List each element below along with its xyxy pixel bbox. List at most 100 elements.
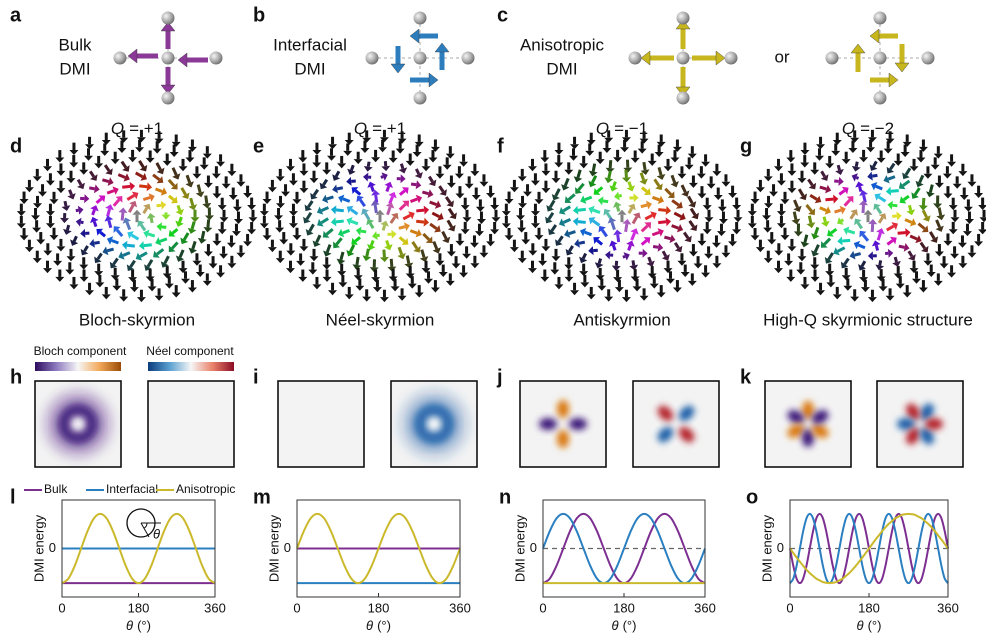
spin-arrow-head (501, 223, 511, 229)
spin-arrow-head (704, 253, 714, 259)
spin-arrow-shaft (840, 218, 845, 223)
spin-arrow-head (588, 180, 597, 188)
map-lobe (906, 403, 920, 421)
x-tick-label: 180 (613, 600, 635, 615)
spin-arrow-head (110, 275, 120, 281)
spin-arrow-head (89, 238, 95, 248)
spin-arrow-shaft (627, 244, 632, 251)
spin-arrow-head (79, 169, 89, 175)
spin-arrow-head (883, 174, 890, 184)
spin-arrow-head (337, 228, 345, 238)
spin-arrow-shaft (365, 248, 370, 257)
spin-arrow-head (923, 173, 933, 179)
spin-arrow-head (878, 213, 887, 220)
spin-arrow-shaft (342, 229, 351, 235)
spin-arrow-head (175, 255, 185, 262)
spin-arrow-head (36, 239, 46, 245)
spin-arrow-shaft (363, 212, 371, 221)
spin-arrow-head (594, 262, 604, 269)
atom (413, 11, 427, 25)
spin-arrow-shaft (567, 193, 576, 201)
spin-arrow-head (630, 157, 640, 163)
spin-arrow-shaft (130, 233, 140, 241)
spin-arrow-head (630, 228, 639, 235)
spin-arrow-shaft (630, 232, 636, 241)
spin-arrow-head (470, 263, 480, 269)
spin-arrow-shaft (68, 189, 73, 196)
spin-arrow-head (820, 241, 828, 248)
spin-arrow-head (197, 237, 207, 244)
spin-arrow-head (298, 276, 308, 282)
spin-arrow-head (216, 161, 226, 167)
spin-arrow-shaft (557, 235, 564, 243)
spin-arrow-head (774, 166, 784, 172)
spin-arrow-shaft (307, 200, 314, 208)
spin-arrow-shaft (836, 164, 841, 171)
spin-arrow-head (344, 140, 354, 146)
data-line (61, 512, 216, 585)
spin-arrow-head (926, 271, 936, 277)
spin-arrow-head (155, 237, 162, 246)
spin-arrow-head (375, 209, 385, 215)
spin-arrow-head (490, 229, 500, 235)
spin-arrow-shaft (897, 231, 906, 235)
spin-arrow-head (419, 256, 429, 263)
spin-arrow-shaft (627, 181, 633, 188)
spin-arrow-head (839, 205, 846, 215)
spin-arrow-head (80, 248, 89, 256)
spin-arrow-head (337, 163, 347, 169)
spin-arrow-shaft (386, 206, 392, 216)
spin-arrow-shaft (578, 240, 586, 245)
spin-arrow-head (866, 147, 876, 153)
dmi-arrow-head (177, 52, 188, 68)
spin-arrow-head (308, 269, 318, 275)
spin-arrow-shaft (139, 251, 148, 258)
spin-arrow-head (371, 189, 381, 196)
spin-arrow-head (337, 271, 347, 277)
spin-arrow-head (288, 211, 298, 217)
map-lobe (811, 410, 829, 424)
spin-arrow-shaft (928, 231, 936, 240)
spin-arrow-head (455, 193, 465, 199)
panel-label: Anisotropic (520, 35, 605, 54)
spin-arrow-head (398, 167, 408, 174)
spin-arrow-shaft (640, 186, 648, 193)
spin-arrow-head (175, 208, 185, 216)
spin-arrow-head (395, 148, 405, 154)
spin-arrow-head (579, 227, 587, 237)
spin-arrow-shaft (138, 159, 145, 169)
spin-arrow-shaft (608, 160, 613, 169)
spin-arrow-head (629, 264, 639, 271)
spin-arrow-head (402, 200, 410, 208)
spin-arrow-head (826, 282, 836, 288)
spin-arrow-head (231, 231, 241, 237)
spin-arrow-head (471, 194, 481, 200)
y-tick-label: 0 (284, 540, 291, 555)
spin-arrow-shaft (101, 178, 110, 184)
spin-arrow-head (172, 173, 181, 180)
spin-arrow-shaft (399, 163, 405, 170)
spin-arrow-head (56, 188, 66, 194)
spin-arrow-head (160, 200, 167, 210)
spin-arrow-head (423, 278, 433, 284)
spin-arrow-head (679, 212, 686, 221)
spin-arrow-head (180, 278, 190, 284)
spin-arrow-head (384, 244, 393, 251)
spin-arrow-head (688, 251, 698, 257)
spin-arrow-head (896, 211, 902, 221)
x-tick-label: 180 (368, 600, 390, 615)
charge-symbol: Q (354, 119, 367, 138)
spin-texture (16, 129, 258, 303)
spin-arrow-head (509, 247, 519, 253)
spin-arrow-head (843, 285, 853, 291)
spin-arrow-head (546, 204, 555, 212)
spin-arrow-shaft (368, 222, 375, 229)
spin-arrow-head (129, 181, 136, 191)
spin-arrow-head (312, 240, 321, 247)
spin-arrow-head (421, 166, 431, 172)
spin-arrow-shaft (99, 231, 107, 238)
spin-arrow-head (691, 212, 699, 220)
spin-arrow-shaft (610, 221, 616, 231)
topological-charge: Q = −2 (842, 119, 894, 138)
spin-arrow-head (275, 227, 285, 233)
